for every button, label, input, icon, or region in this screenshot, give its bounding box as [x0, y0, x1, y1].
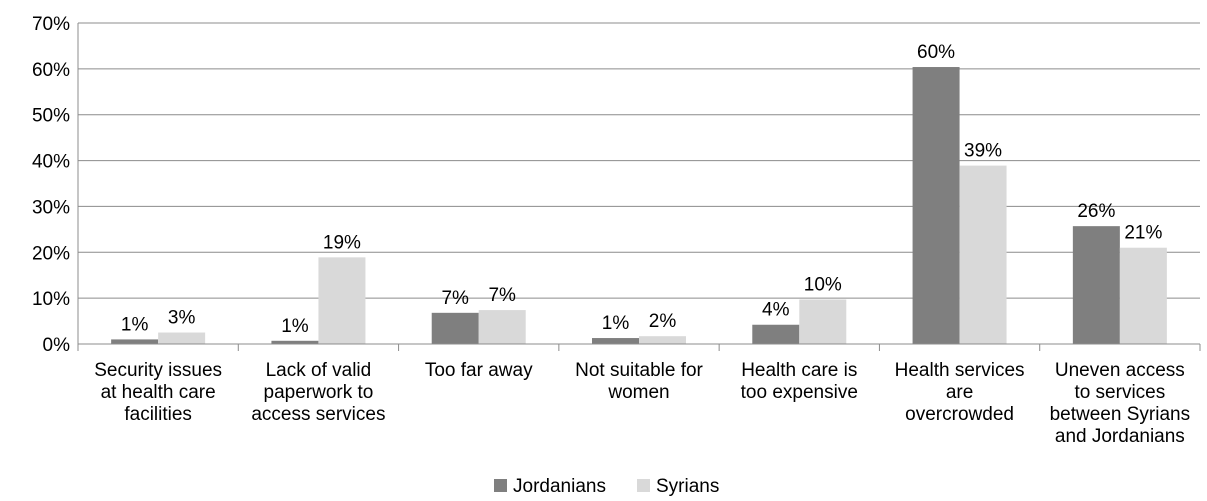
y-tick-label: 0% — [43, 335, 71, 356]
y-tick-label: 10% — [32, 289, 70, 310]
data-label: 7% — [441, 288, 469, 309]
bar-jordanians — [271, 340, 319, 344]
y-tick-label: 50% — [32, 106, 70, 127]
data-label: 26% — [1077, 201, 1115, 222]
bar-syrians — [1119, 247, 1167, 344]
bar-jordanians — [752, 324, 800, 344]
bar-jordanians — [592, 338, 639, 344]
bar-jordanians — [111, 339, 159, 344]
y-tick-label: 20% — [32, 243, 70, 264]
data-label: 21% — [1124, 223, 1162, 244]
data-label: 1% — [281, 316, 309, 337]
data-label: 1% — [121, 314, 149, 335]
category-label: Health services are overcrowded — [895, 360, 1025, 425]
bar-syrians — [318, 257, 366, 344]
category-label: Too far away — [425, 360, 533, 381]
gridlines — [78, 22, 1200, 299]
legend: Jordanians Syrians — [494, 476, 719, 497]
legend-swatch-jordanians — [494, 479, 507, 492]
bar-jordanians — [912, 67, 960, 344]
category-label: Uneven access to services between Syrians a… — [1050, 360, 1190, 447]
axes — [77, 23, 1201, 351]
y-tick-label: 70% — [32, 14, 70, 35]
category-label: Lack of valid paperwork to access services — [251, 360, 385, 425]
legend-label-syrians: Syrians — [656, 476, 719, 497]
data-label: 2% — [649, 311, 677, 332]
data-label: 3% — [168, 308, 196, 329]
bars — [111, 67, 1167, 344]
legend-label-jordanians: Jordanians — [513, 476, 606, 497]
data-label: 60% — [917, 42, 955, 63]
data-label: 4% — [762, 300, 790, 321]
category-label: Security issues at health care facilities — [94, 360, 222, 425]
legend-swatch-syrians — [637, 479, 650, 492]
data-labels: 1% 3% 1% 19% 7% 7% 1% 2% 4% 10% 60% 39% 26% 21% — [121, 42, 1163, 337]
bar-syrians — [799, 299, 847, 344]
bar-syrians — [959, 165, 1007, 344]
data-label: 7% — [488, 285, 516, 306]
bar-jordanians — [1072, 226, 1120, 344]
data-label: 10% — [804, 275, 842, 296]
bar-syrians — [478, 310, 526, 344]
y-axis-tick-labels: 0% 10% 20% 30% 40% 50% 60% 70% — [32, 14, 70, 356]
category-label: Not suitable for women — [575, 360, 703, 403]
category-label: Health care is too expensive — [741, 360, 858, 403]
y-tick-label: 60% — [32, 60, 70, 81]
category-labels: Security issues at health care facilities L… — [94, 360, 1190, 447]
y-tick-label: 30% — [32, 197, 70, 218]
data-label: 1% — [602, 313, 630, 334]
y-tick-label: 40% — [32, 152, 70, 173]
bar-syrians — [158, 332, 206, 344]
data-label: 19% — [323, 232, 361, 253]
data-label: 39% — [964, 141, 1002, 162]
bar-jordanians — [431, 312, 479, 344]
bar-syrians — [639, 336, 686, 344]
